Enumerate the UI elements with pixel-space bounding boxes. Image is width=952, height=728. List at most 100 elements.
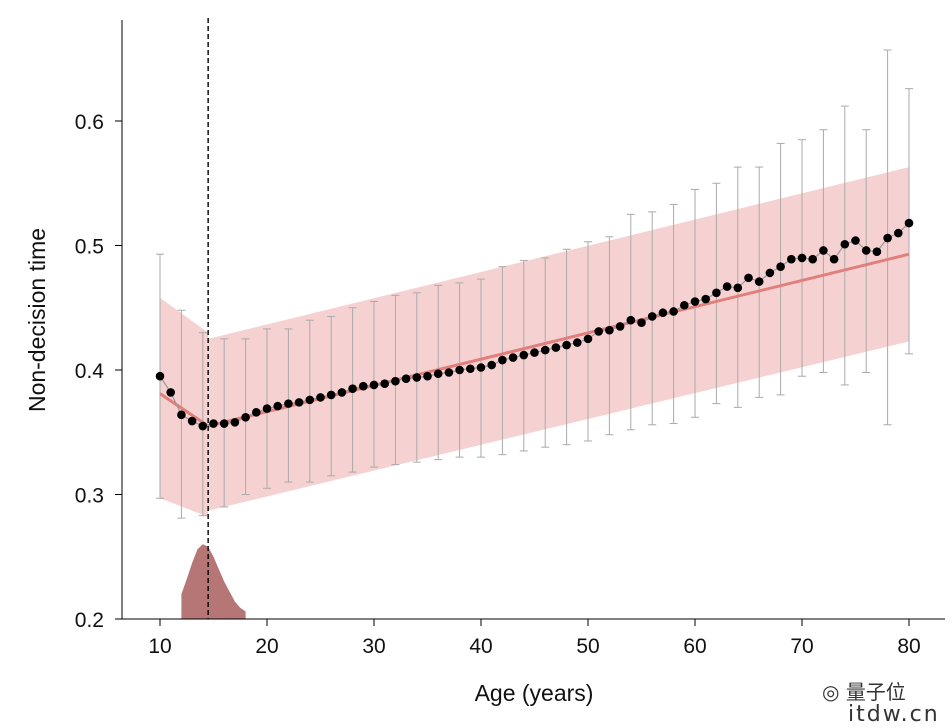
data-point [166, 388, 175, 397]
data-point [669, 307, 678, 316]
data-point [594, 327, 603, 336]
data-point [337, 388, 347, 397]
x-tick-label: 10 [148, 635, 171, 658]
data-point [273, 401, 283, 411]
data-point [487, 360, 497, 370]
data-point [316, 393, 325, 402]
data-point [508, 353, 518, 362]
data-point [187, 416, 197, 426]
data-point [294, 398, 304, 407]
fit-line-2 [207, 252, 910, 428]
x-tick-label: 50 [576, 635, 599, 658]
data-point [722, 282, 732, 291]
data-point [305, 395, 315, 405]
data-point [562, 340, 571, 350]
x-tick-label: 30 [362, 635, 385, 658]
confidence-band-1 [160, 297, 209, 517]
data-point [583, 334, 593, 344]
data-point [658, 308, 668, 318]
data-point [701, 294, 710, 304]
breakpoint-density-group [181, 544, 246, 619]
data-point [433, 369, 443, 379]
watermark-site: itdw.cn [848, 702, 940, 727]
breakpoint-density [181, 544, 246, 619]
data-point [733, 283, 743, 293]
data-point [765, 268, 775, 278]
watermark-logo: ◎ 量子位 [822, 676, 906, 705]
data-point [904, 218, 914, 228]
data-point [230, 417, 240, 427]
wechat-icon: ◎ [822, 680, 840, 704]
y-tick-label: 0.4 [75, 360, 105, 383]
data-point [744, 273, 753, 283]
data-point [712, 288, 721, 298]
watermark-name: 量子位 [845, 680, 906, 704]
data-point [883, 233, 892, 243]
data-point [444, 368, 454, 377]
data-point [455, 365, 464, 375]
y-axis-label: Non-decision time [24, 228, 50, 412]
data-point [851, 236, 860, 245]
data-point [359, 381, 368, 391]
x-tick-label: 20 [255, 635, 278, 658]
data-point [369, 380, 379, 390]
data-point [262, 404, 272, 413]
y-tick-label: 0.5 [75, 236, 104, 259]
data-point [754, 277, 764, 286]
data-point [861, 246, 871, 255]
x-tick-label: 60 [683, 635, 706, 658]
data-point [198, 421, 208, 431]
confidence-band-group [160, 167, 909, 517]
data-point [326, 390, 336, 400]
data-point [819, 246, 828, 255]
data-point [690, 297, 700, 306]
data-point [466, 364, 475, 374]
data-points-group [155, 218, 914, 431]
data-point [530, 348, 539, 357]
x-axis-label: Age (years) [475, 680, 594, 706]
data-point [412, 373, 422, 382]
y-tick-label: 0.3 [75, 485, 104, 508]
data-point [787, 254, 796, 264]
error-bar [605, 236, 614, 436]
data-point [647, 312, 657, 321]
data-point [840, 239, 850, 249]
data-point [401, 374, 411, 384]
data-point [551, 343, 561, 352]
data-point [872, 247, 882, 257]
data-point [605, 325, 614, 335]
data-point [626, 315, 636, 325]
y-tick-label: 0.6 [75, 111, 104, 134]
data-point [498, 355, 507, 365]
data-point [797, 253, 807, 263]
data-point [680, 300, 689, 310]
data-point [776, 262, 785, 271]
axes-group: 10 20 30 40 50 60 70 80 0.2 0.3 0.4 0.5 0.6 [75, 20, 945, 658]
data-point [573, 338, 582, 347]
data-point [155, 371, 165, 381]
data-point [251, 408, 261, 417]
data-point [423, 371, 432, 381]
x-tick-label: 70 [790, 635, 813, 658]
data-point [829, 254, 839, 264]
data-point [219, 419, 229, 428]
data-point [177, 410, 186, 420]
x-tick-label: 80 [897, 635, 920, 658]
x-tick-label: 40 [469, 635, 492, 658]
data-point [476, 363, 486, 372]
data-point [284, 399, 293, 408]
data-point [894, 228, 903, 238]
data-point [540, 345, 550, 355]
data-point [241, 413, 250, 422]
fit-line-group [159, 252, 910, 428]
data-point [808, 254, 817, 264]
data-point [637, 318, 646, 327]
data-point [380, 379, 390, 388]
data-point [391, 376, 400, 386]
fit-line-1 [159, 392, 209, 428]
data-point [348, 384, 357, 393]
data-point [615, 322, 625, 331]
data-point [519, 350, 529, 360]
y-tick-label: 0.2 [75, 609, 104, 632]
